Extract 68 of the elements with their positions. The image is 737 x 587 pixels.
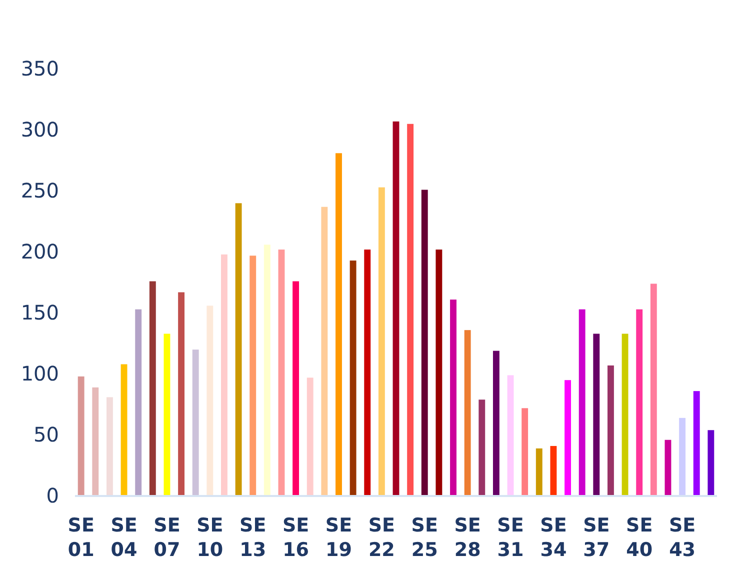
bar (564, 380, 571, 496)
bar (636, 309, 643, 496)
x-tick-label: SE 25 (411, 514, 438, 562)
bar (436, 250, 442, 496)
bar (593, 334, 600, 496)
bar (250, 256, 256, 496)
x-tick-label: SE 28 (454, 514, 481, 562)
bar (679, 418, 686, 496)
y-tick-label: 300 (20, 117, 59, 142)
x-tick-label: SE 07 (154, 514, 180, 562)
bar (106, 397, 113, 496)
bar (421, 190, 428, 496)
bar (92, 387, 99, 496)
x-tick-label: SE 01 (68, 514, 94, 562)
bar (178, 292, 185, 496)
y-tick-label: 200 (20, 239, 59, 264)
bar (464, 330, 471, 496)
x-tick-label: SE 10 (196, 514, 224, 562)
bar (650, 284, 657, 496)
bar (278, 250, 285, 496)
bar (492, 350, 500, 496)
bar (450, 300, 456, 496)
bar (664, 440, 672, 496)
x-tick-label: SE 22 (368, 514, 396, 562)
bar (578, 309, 586, 496)
bar (321, 206, 328, 496)
x-tick-label: SE 13 (240, 514, 266, 562)
y-tick-label: 100 (20, 361, 59, 386)
bar (478, 400, 486, 496)
bar (336, 153, 342, 496)
bar (507, 375, 514, 496)
bar (292, 281, 300, 496)
bar (78, 376, 84, 496)
x-tick-label: SE 40 (626, 514, 653, 562)
bar (120, 364, 128, 496)
bar (550, 446, 557, 496)
bar (221, 254, 228, 496)
bar (693, 391, 700, 496)
bar (607, 365, 614, 496)
y-tick-label: 350 (20, 56, 59, 80)
x-tick-label: SE 37 (583, 514, 610, 562)
bar (164, 334, 170, 496)
bar (235, 203, 242, 496)
bar (392, 121, 400, 496)
x-tick-label: SE 31 (497, 514, 524, 562)
bar (708, 430, 714, 496)
x-tick-label: SE 43 (668, 514, 696, 562)
y-tick-label: 150 (20, 300, 59, 324)
x-tick-label: SE 16 (282, 514, 310, 562)
bar (306, 378, 314, 496)
bar (192, 350, 199, 496)
x-tick-label: SE 34 (540, 514, 567, 562)
bar (364, 250, 371, 496)
y-tick-label: 50 (34, 422, 59, 446)
bar (536, 448, 542, 496)
y-tick-label: 0 (46, 483, 59, 508)
bar (206, 306, 214, 496)
bar (350, 260, 356, 496)
bar (149, 281, 156, 496)
bar (407, 124, 414, 496)
x-tick-label: SE 19 (325, 514, 352, 562)
bar (522, 408, 528, 496)
bar (135, 309, 142, 496)
bar (264, 244, 270, 496)
x-tick-label: SE 04 (110, 514, 138, 562)
bar (378, 187, 385, 496)
bar (622, 334, 628, 496)
y-tick-label: 250 (20, 178, 59, 202)
